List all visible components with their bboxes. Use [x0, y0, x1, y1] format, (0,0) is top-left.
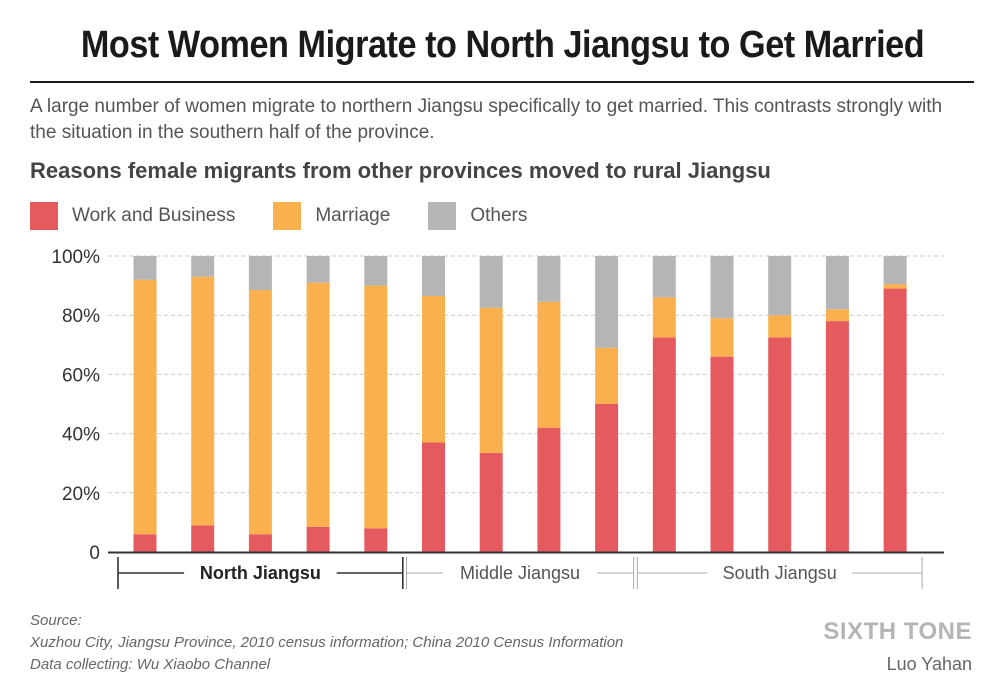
bar-segment-marriage: [248, 290, 272, 535]
bar-segment-others: [479, 256, 503, 308]
bar-segment-others: [652, 256, 676, 298]
bar-segment-others: [825, 256, 849, 310]
bar-segment-work-and-business: [595, 404, 619, 552]
bar-segment-work-and-business: [479, 452, 503, 552]
bar-segment-others: [422, 256, 445, 296]
bar-segment-marriage: [595, 347, 619, 404]
bar-segment-others: [768, 256, 792, 316]
chart-title: Reasons female migrants from other provi…: [30, 158, 771, 183]
bar-segment-others: [710, 256, 734, 319]
subtitle: A large number of women migrate to north…: [30, 96, 943, 143]
brand-logo: SIXTH TONE: [823, 618, 972, 645]
bar-segment-others: [306, 256, 330, 283]
source-line-2: Data collecting: Wu Xiaobo Channel: [30, 656, 271, 673]
bar-segment-others: [883, 256, 907, 285]
source-line-1: Xuzhou City, Jiangsu Province, 2010 cens…: [30, 634, 624, 651]
legend-item-marriage: Marriage: [273, 202, 390, 230]
y-tick-label: 60%: [62, 365, 100, 386]
bar-segment-work-and-business: [422, 442, 445, 552]
stacked-bar-chart: 0 20% 40% 60% 80% 100% North Jiangsu Middle Jia…: [51, 247, 944, 589]
bar-segment-work-and-business: [710, 356, 734, 552]
bar-segment-work-and-business: [883, 288, 907, 552]
group-label: North Jiangsu: [200, 563, 321, 583]
y-tick-label: 20%: [62, 484, 100, 505]
bar-segment-others: [595, 256, 619, 348]
bar-segment-marriage: [825, 309, 849, 322]
bar-segment-work-and-business: [248, 534, 272, 552]
bar-segment-marriage: [133, 279, 157, 535]
bar-segment-others: [364, 256, 388, 286]
bar-segment-others: [537, 256, 561, 302]
y-tick-label: 100%: [51, 247, 100, 268]
bar-segment-others: [133, 256, 157, 280]
legend-label-marriage: Marriage: [315, 205, 391, 226]
y-tick-label: 80%: [62, 306, 100, 327]
bar-segment-marriage: [422, 295, 445, 443]
bar-segment-marriage: [364, 285, 388, 529]
bar-segment-marriage: [191, 276, 215, 526]
bar-segment-marriage: [710, 318, 734, 357]
bar-segment-marriage: [479, 307, 503, 453]
bar-segment-others: [248, 256, 272, 291]
chart-legend: Work and Business Marriage Others: [30, 200, 565, 232]
source-note: Source: Xuzhou City, Jiangsu Province, 2…: [30, 610, 623, 676]
legend-swatch-marriage: [273, 202, 302, 230]
source-label: Source:: [30, 612, 82, 629]
legend-label-others: Others: [470, 205, 528, 226]
bar-segment-marriage: [537, 301, 561, 428]
bar-segment-work-and-business: [306, 526, 330, 552]
bar-segment-work-and-business: [537, 427, 561, 552]
title-divider: [30, 81, 974, 83]
legend-swatch-work: [30, 202, 58, 230]
bar-segment-others: [191, 256, 215, 277]
legend-swatch-others: [428, 202, 457, 230]
y-tick-label: 0: [89, 543, 100, 564]
bar-segment-marriage: [306, 282, 330, 527]
y-tick-label: 40%: [62, 425, 100, 446]
bar-segment-work-and-business: [652, 337, 676, 552]
legend-label-work: Work and Business: [72, 205, 236, 226]
bar-segment-work-and-business: [191, 525, 215, 552]
group-label: South Jiangsu: [723, 563, 837, 583]
group-label: Middle Jiangsu: [460, 563, 580, 583]
bar-segment-work-and-business: [825, 321, 849, 552]
bar-segment-work-and-business: [768, 337, 792, 552]
legend-item-others: Others: [428, 202, 527, 230]
bar-segment-marriage: [768, 315, 792, 338]
bar-segment-marriage: [883, 284, 907, 289]
author-credit: Luo Yahan: [886, 654, 972, 674]
bar-segment-work-and-business: [133, 534, 157, 552]
legend-item-work: Work and Business: [30, 202, 235, 230]
page-title: Most Women Migrate to North Jiangsu to G…: [80, 24, 925, 66]
bar-segment-marriage: [652, 297, 676, 338]
bar-segment-work-and-business: [364, 528, 388, 552]
